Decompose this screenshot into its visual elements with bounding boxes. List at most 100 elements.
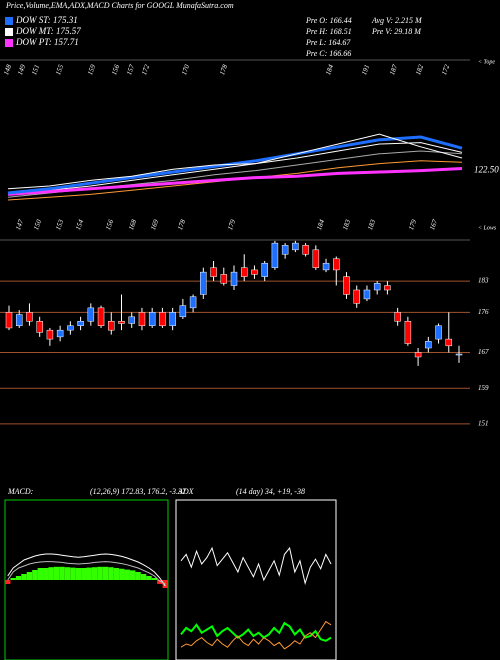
y-tick-label: 176 xyxy=(478,308,489,316)
candle-body xyxy=(322,262,330,271)
macd-bar xyxy=(119,568,125,580)
candle-body xyxy=(292,242,299,251)
high-label: 157 xyxy=(125,63,136,76)
low-label: 179 xyxy=(407,218,418,231)
macd-line xyxy=(7,553,166,587)
chart-title: Price,Volume,EMA,ADX,MACD Charts for GOO… xyxy=(5,1,234,10)
candle-body xyxy=(302,245,309,255)
panel-title: ADX xyxy=(177,487,195,496)
candle-body xyxy=(353,289,360,304)
candle-body xyxy=(108,321,115,331)
y-tick-label: 151 xyxy=(478,420,489,428)
panel-title: MACD: xyxy=(7,487,34,496)
high-label: 170 xyxy=(180,63,191,76)
candle-body xyxy=(56,329,64,338)
candle-body xyxy=(404,321,412,344)
info-text: Pre V: 29.18 M xyxy=(371,27,422,36)
low-label: 154 xyxy=(74,218,85,231)
low-label: 183 xyxy=(341,218,352,231)
candle-body xyxy=(343,276,350,295)
low-label: 169 xyxy=(149,218,160,231)
legend-swatch xyxy=(5,39,13,47)
candle-body xyxy=(455,353,463,356)
macd-bar xyxy=(32,570,38,580)
high-label: 172 xyxy=(440,63,451,76)
low-label: 147 xyxy=(14,218,25,231)
candle-body xyxy=(384,285,391,291)
candle-body xyxy=(77,321,84,326)
high-label: 191 xyxy=(360,64,371,77)
legend-label: DOW PT: 157.71 xyxy=(15,37,79,47)
info-text: Pre C: 166.66 xyxy=(305,49,351,58)
low-label: 156 xyxy=(104,218,115,231)
adx-line xyxy=(180,546,332,586)
legend-label: DOW ST: 175.31 xyxy=(15,15,78,25)
candle-body xyxy=(138,312,146,326)
marker-label: < Tope xyxy=(478,59,495,65)
macd-bar xyxy=(53,566,60,580)
candle-body xyxy=(435,325,442,340)
candle-body xyxy=(118,321,125,324)
candle-body xyxy=(445,338,453,347)
high-label: 149 xyxy=(16,63,27,76)
macd-bar xyxy=(124,569,130,580)
candle-body xyxy=(363,289,371,300)
macd-bar xyxy=(151,578,158,580)
info-text: Pre H: 168.51 xyxy=(305,27,352,36)
candle-body xyxy=(36,321,43,333)
panel-params: (14 day) 34, +19, -38 xyxy=(236,487,305,496)
macd-bar xyxy=(75,568,82,580)
candle-body xyxy=(240,267,248,277)
macd-bar xyxy=(48,567,54,580)
low-label: 153 xyxy=(54,218,65,231)
candle-body xyxy=(5,312,13,329)
macd-bar xyxy=(43,568,49,580)
macd-bar xyxy=(5,580,11,584)
candle-body xyxy=(251,269,258,275)
candle-body xyxy=(230,271,238,286)
marker-label: < Lows xyxy=(478,225,497,231)
candle-body xyxy=(333,258,340,271)
low-label: 178 xyxy=(176,218,187,231)
low-label: 167 xyxy=(428,218,439,231)
high-label: 156 xyxy=(110,63,121,76)
high-label: 172 xyxy=(140,63,151,76)
macd-bar xyxy=(113,568,120,580)
candle-body xyxy=(200,271,207,295)
macd-bar xyxy=(86,567,92,580)
high-label: 148 xyxy=(2,63,13,76)
low-label: 168 xyxy=(127,218,138,231)
macd-bar xyxy=(157,580,163,584)
candle-body xyxy=(210,267,217,277)
low-label: 183 xyxy=(366,218,377,231)
legend-label: DOW MT: 175.57 xyxy=(15,26,81,36)
high-label: 182 xyxy=(414,63,425,76)
y-tick-label: 167 xyxy=(478,348,489,356)
candle-body xyxy=(87,307,95,322)
candle-body xyxy=(220,274,228,284)
macd-bar xyxy=(129,570,136,580)
macd-bar xyxy=(21,574,27,580)
ema-line xyxy=(7,135,463,195)
candle-body xyxy=(189,296,197,309)
macd-bar xyxy=(64,567,71,580)
adx-line xyxy=(180,620,332,650)
candle-body xyxy=(159,312,166,326)
candle-body xyxy=(425,341,432,349)
candle-body xyxy=(169,312,176,326)
ema-line xyxy=(7,167,463,196)
adx-line xyxy=(180,621,332,642)
macd-line xyxy=(7,561,166,585)
candle-body xyxy=(394,312,401,322)
high-label: 151 xyxy=(30,64,41,77)
high-label: 187 xyxy=(388,63,399,76)
candle-body xyxy=(281,245,289,255)
candle-body xyxy=(148,312,156,326)
high-label: 159 xyxy=(86,63,97,76)
candle-body xyxy=(46,329,54,340)
ema-line xyxy=(7,142,463,195)
candle-body xyxy=(26,312,33,322)
y-tick-label: 159 xyxy=(478,384,489,392)
macd-bar xyxy=(140,574,147,580)
